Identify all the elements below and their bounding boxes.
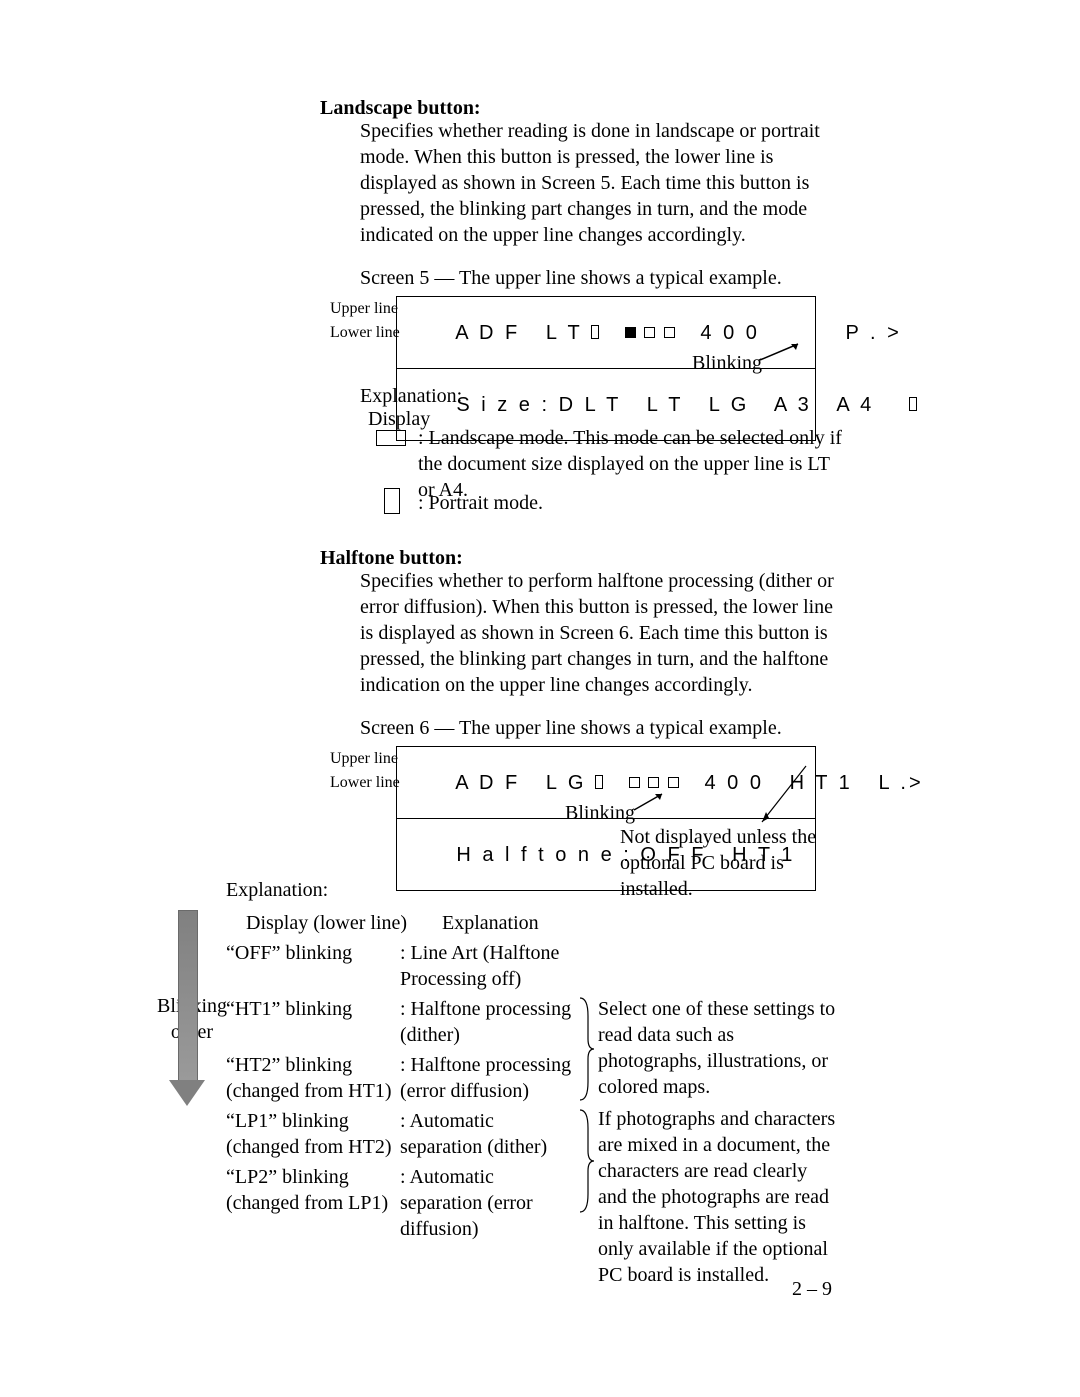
page-number: 2 – 9 — [792, 1276, 832, 1302]
brace-icon — [578, 1108, 594, 1214]
halftone-paragraph: Specifies whether to perform halftone pr… — [360, 568, 842, 698]
blinking-order-arrow-shaft — [178, 910, 198, 1082]
blinking-order-arrow-head-icon — [169, 1080, 205, 1106]
portrait-mode-text: : Portrait mode. — [418, 490, 543, 516]
lower-line-label-6: Lower line — [330, 774, 400, 792]
portrait-glyph-icon — [909, 397, 917, 411]
landscape-mode-icon — [376, 430, 406, 446]
upper-line-label-6: Upper line — [330, 750, 398, 768]
table-row: “HT1” blinking — [226, 996, 396, 1022]
lower-line-label-5: Lower line — [330, 324, 400, 342]
landscape-paragraph: Specifies whether reading is done in lan… — [360, 118, 842, 248]
col-display-header: Display (lower line) — [246, 910, 407, 936]
empty-square-icon — [648, 777, 659, 788]
table-row: : Automatic separation (dither) — [400, 1108, 580, 1160]
screen5-caption: Screen 5 — The upper line shows a typica… — [360, 265, 782, 291]
lcd5-upper-right: P . > — [845, 322, 901, 344]
table-row: : Halftone processing (error diffusion) — [400, 1052, 580, 1104]
blinking-label-6: Blinking — [565, 800, 635, 826]
table-row: : Halftone processing (dither) — [400, 996, 580, 1048]
empty-square-icon — [644, 327, 655, 338]
table-row: : Line Art (Halftone Processing off) — [400, 940, 580, 992]
portrait-glyph-icon — [595, 775, 603, 789]
portrait-mode-icon — [384, 488, 400, 514]
lcd6-upper-left: A D F L G — [455, 772, 586, 794]
upper-line-label-5: Upper line — [330, 300, 398, 318]
pc-board-note: Not displayed unless the optional PC boa… — [620, 824, 850, 902]
table-row: “LP2” blinking (changed from LP1) — [226, 1164, 406, 1216]
screen6-caption: Screen 6 — The upper line shows a typica… — [360, 715, 782, 741]
empty-square-icon — [629, 777, 640, 788]
table-row: : Automatic separation (error diffusion) — [400, 1164, 580, 1242]
table-row: “HT2” blinking (changed from HT1) — [226, 1052, 406, 1104]
note1-text: Select one of these settings to read dat… — [598, 996, 838, 1100]
filled-square-icon — [625, 327, 636, 338]
lcd5-upper-left: A D F L T — [455, 322, 582, 344]
lcd5-lower-text: S i z e : D L T L T L G A 3 A 4 — [456, 394, 874, 416]
lcd5-upper-mid: 4 0 0 — [700, 322, 759, 344]
blinking-label-5: Blinking — [692, 350, 762, 376]
brace-icon — [578, 996, 594, 1102]
lcd6-upper-right: > — [909, 772, 924, 794]
note2-text: If photographs and characters are mixed … — [598, 1106, 838, 1288]
empty-square-icon — [664, 327, 675, 338]
table-row: “OFF” blinking — [226, 940, 396, 966]
explanation-label-table: Explanation: — [226, 877, 328, 903]
empty-square-icon — [668, 777, 679, 788]
table-row: “LP1” blinking (changed from HT2) — [226, 1108, 406, 1160]
blinking-arrow-icon — [758, 342, 808, 362]
blinking-arrow-6-icon — [632, 792, 672, 812]
col-explanation-header: Explanation — [442, 910, 539, 936]
portrait-glyph-icon — [591, 325, 599, 339]
